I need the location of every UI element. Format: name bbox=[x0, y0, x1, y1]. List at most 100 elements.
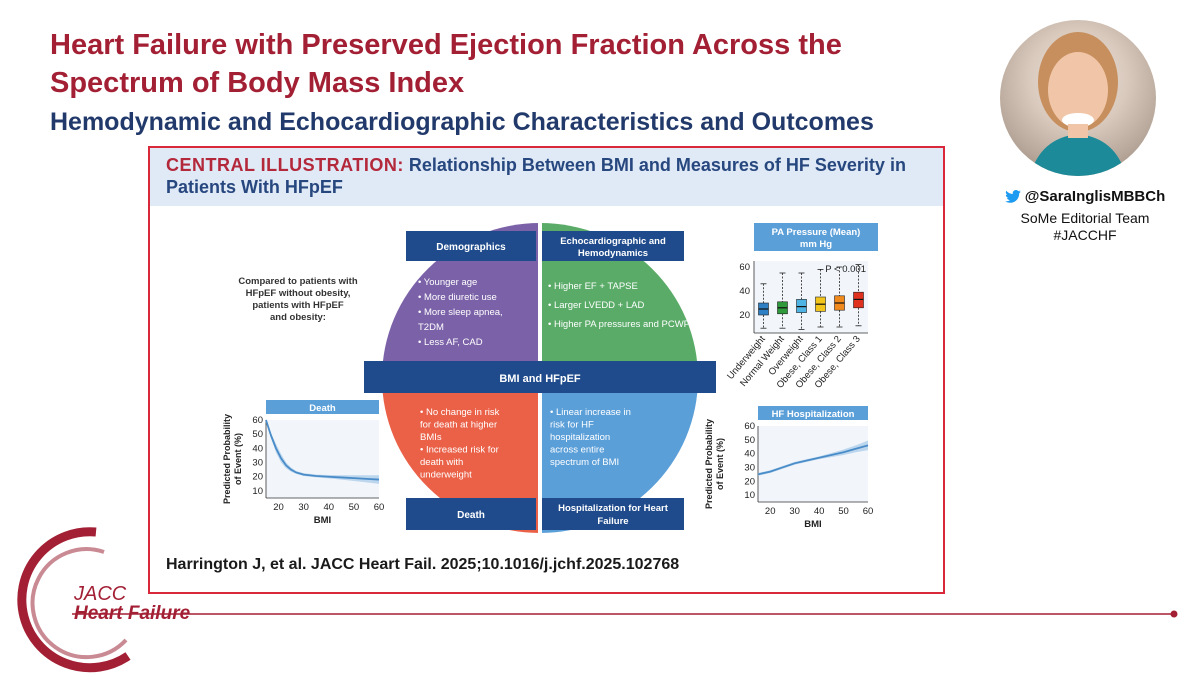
plot-area bbox=[266, 420, 379, 498]
pa-y-tick-40: 40 bbox=[739, 286, 750, 297]
demographics-bullet-1: • More diuretic use bbox=[418, 292, 497, 303]
illustration-header bbox=[150, 148, 943, 206]
echo-bullet-2: • Higher PA pressures and PCWP bbox=[548, 319, 690, 330]
chart-title-box bbox=[266, 400, 379, 414]
death-bullet-5: underweight bbox=[420, 470, 472, 481]
hosp-bullet-1: risk for HF bbox=[550, 420, 594, 431]
echo-heading-box bbox=[542, 231, 684, 261]
chart-death: Death 10 20 30 40 50 60 20 30 40 50 60 BMI Predicted … bbox=[222, 400, 384, 526]
citation: Harrington J, et al. JACC Heart Fail. 20… bbox=[166, 556, 680, 573]
x-tick-40: 40 bbox=[814, 506, 825, 517]
hashtag: #JACCHF bbox=[1053, 227, 1117, 243]
x-tick-30: 30 bbox=[789, 506, 800, 517]
y-axis-label-0: Predicted Probability bbox=[222, 414, 232, 504]
y-tick-20: 20 bbox=[252, 472, 263, 483]
y-axis-label-1: of Event (%) bbox=[715, 438, 725, 490]
hosp-heading-line-1: Hospitalization for Heart bbox=[558, 503, 669, 514]
y-tick-50: 50 bbox=[744, 435, 755, 446]
demographics-bullet-3: T2DM bbox=[418, 322, 444, 333]
quadrant-death bbox=[382, 378, 540, 533]
intro-line-2: patients with HFpEF bbox=[252, 300, 344, 311]
demographics-bullet-4: • Less AF, CAD bbox=[418, 337, 483, 348]
twitter-bird-icon bbox=[1004, 190, 1021, 203]
x-axis-label: BMI bbox=[804, 519, 821, 530]
chart-title-box bbox=[758, 406, 868, 420]
x-tick-60: 60 bbox=[863, 506, 874, 517]
death-bullets: • No change in risk for death at higher … bbox=[420, 407, 500, 481]
y-tick-60: 60 bbox=[252, 415, 263, 426]
slide-title: Heart Failure with Preserved Ejection Fr… bbox=[50, 29, 842, 99]
series-line bbox=[757, 444, 869, 476]
death-bullet-0: • No change in risk bbox=[420, 407, 500, 418]
hosp-bullet-2: hospitalization bbox=[550, 432, 610, 443]
intro-line-1: HFpEF without obesity, bbox=[246, 288, 351, 299]
x-tick-60: 60 bbox=[374, 502, 385, 513]
y-axis-label-0: Predicted Probability bbox=[704, 419, 714, 509]
author-handle[interactable]: @SaraInglisMBBCh bbox=[990, 188, 1180, 205]
pa-y-tick-60: 60 bbox=[739, 262, 750, 273]
author-photo-illustration bbox=[1030, 32, 1126, 176]
death-heading-box bbox=[406, 498, 536, 530]
demographics-heading: Demographics bbox=[436, 242, 506, 253]
logo-heart-failure: Heart Failure bbox=[74, 603, 191, 624]
x-tick-50: 50 bbox=[838, 506, 849, 517]
y-axis-label-1: of Event (%) bbox=[233, 433, 243, 485]
chart-title: HF Hospitalization bbox=[772, 409, 855, 420]
death-bullet-3: • Increased risk for bbox=[420, 445, 499, 456]
illustration-label: CENTRAL ILLUSTRATION: bbox=[166, 155, 404, 175]
echo-bullet-1: • Larger LVEDD + LAD bbox=[548, 300, 644, 311]
series-line bbox=[265, 419, 380, 481]
author-handle-text: @SaraInglisMBBCh bbox=[1024, 188, 1166, 205]
quadrant-demographics bbox=[382, 223, 540, 378]
hosp-heading-line-2: Failure bbox=[597, 516, 628, 527]
x-tick-20: 20 bbox=[765, 506, 776, 517]
x-tick-30: 30 bbox=[298, 502, 309, 513]
y-tick-50: 50 bbox=[252, 429, 263, 440]
demographics-bullets: • Younger age • More diuretic use • More s… bbox=[418, 277, 503, 348]
echo-bullet-0: • Higher EF + TAPSE bbox=[548, 281, 638, 292]
illustration-title: CENTRAL ILLUSTRATION: Relationship Betwe… bbox=[166, 154, 926, 198]
chart-hf-hospitalization: HF Hospitalization 10 20 30 40 50 60 20 30 40 50 60… bbox=[704, 406, 873, 530]
y-tick-10: 10 bbox=[744, 490, 755, 501]
death-bullet-1: for death at higher bbox=[420, 420, 497, 431]
demographics-heading-box bbox=[406, 231, 536, 261]
hosp-heading-box bbox=[542, 498, 684, 530]
pa-title-line-2: mm Hg bbox=[800, 239, 832, 250]
intro-line-0: Compared to patients with bbox=[238, 276, 357, 287]
plot-area bbox=[758, 426, 868, 502]
demographics-bullet-2: • More sleep apnea, bbox=[418, 307, 503, 318]
hosp-bullet-4: spectrum of BMI bbox=[550, 457, 619, 468]
y-tick-40: 40 bbox=[744, 449, 755, 460]
central-illustration: CENTRAL ILLUSTRATION: Relationship Betwe… bbox=[148, 146, 945, 594]
author-avatar bbox=[1000, 20, 1156, 176]
pa-title-box bbox=[754, 223, 878, 251]
y-tick-30: 30 bbox=[252, 458, 263, 469]
echo-heading-line-2: Hemodynamics bbox=[578, 248, 648, 259]
death-bullet-2: BMIs bbox=[420, 432, 442, 443]
x-tick-50: 50 bbox=[349, 502, 360, 513]
y-tick-40: 40 bbox=[252, 443, 263, 454]
echo-bullets: • Higher EF + TAPSE • Larger LVEDD + LAD •… bbox=[548, 281, 690, 330]
hosp-bullet-0: • Linear increase in bbox=[550, 407, 631, 418]
author-team: SoMe Editorial Team #JACCHF bbox=[990, 210, 1180, 244]
slide-subtitle: Hemodynamic and Echocardiographic Charac… bbox=[50, 108, 874, 136]
team-name: SoMe Editorial Team bbox=[1020, 210, 1150, 226]
chart-title: Death bbox=[309, 403, 336, 414]
center-bar bbox=[364, 361, 716, 393]
intro-line-3: and obesity: bbox=[270, 312, 326, 323]
center-label: BMI and HFpEF bbox=[499, 373, 581, 385]
pa-p-value: P < 0.001 bbox=[825, 264, 866, 275]
y-tick-30: 30 bbox=[744, 462, 755, 473]
hosp-bullets: • Linear increase in risk for HF hospita… bbox=[550, 407, 631, 468]
quadrant-hosp bbox=[540, 378, 698, 533]
illustration-figure: BMI and HFpEF Demographics Echocardiogra… bbox=[222, 220, 878, 536]
y-tick-20: 20 bbox=[744, 476, 755, 487]
x-tick-40: 40 bbox=[323, 502, 334, 513]
x-axis-label: BMI bbox=[314, 515, 331, 526]
footer-rule-dot bbox=[1170, 610, 1178, 618]
death-bullet-4: death with bbox=[420, 457, 463, 468]
confidence-band bbox=[266, 418, 379, 484]
pa-y-tick-20: 20 bbox=[739, 310, 750, 321]
quadrant-echo bbox=[540, 223, 698, 378]
